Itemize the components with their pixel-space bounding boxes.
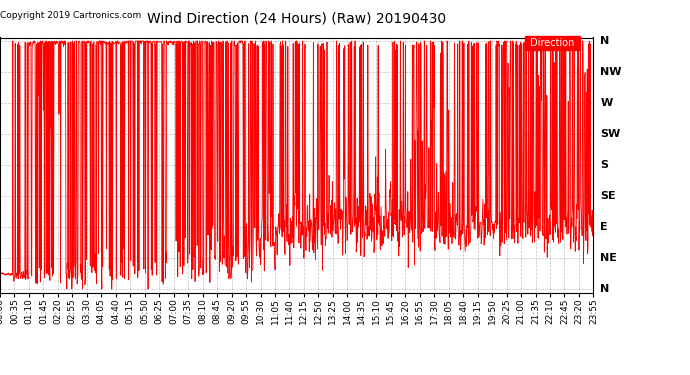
Text: Wind Direction (24 Hours) (Raw) 20190430: Wind Direction (24 Hours) (Raw) 20190430 <box>147 11 446 25</box>
Text: NE: NE <box>600 253 618 263</box>
Text: N: N <box>600 284 609 294</box>
Text: W: W <box>600 98 613 108</box>
Text: N: N <box>600 36 609 46</box>
Text: Copyright 2019 Cartronics.com: Copyright 2019 Cartronics.com <box>0 11 141 20</box>
Text: Direction: Direction <box>527 38 578 48</box>
Text: NW: NW <box>600 67 622 77</box>
Text: SE: SE <box>600 191 616 201</box>
Text: S: S <box>600 160 609 170</box>
Text: E: E <box>600 222 608 232</box>
Text: SW: SW <box>600 129 620 139</box>
